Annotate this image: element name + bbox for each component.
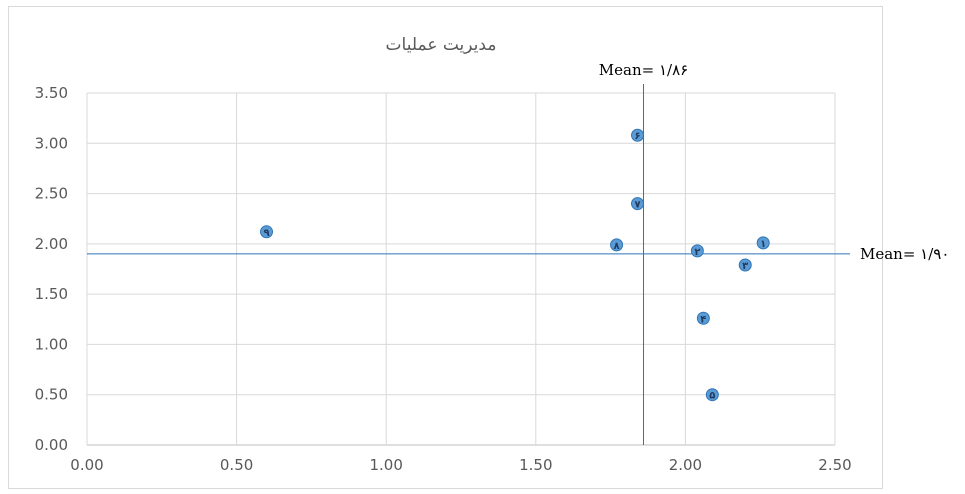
y-tick-label: 1.50 [35, 285, 68, 303]
data-point-marker [696, 311, 710, 325]
y-tick-label: 3.00 [35, 134, 68, 152]
data-point: ۳ [738, 258, 752, 272]
mean-x-label: Mean= ۱/۸۶ [599, 61, 688, 79]
data-point-marker [705, 388, 719, 402]
data-point: ۲ [690, 244, 704, 258]
data-point-label: ۸ [614, 241, 620, 252]
x-tick-label: 2.50 [818, 456, 851, 474]
data-point-marker [690, 244, 704, 258]
x-tick-label: 1.50 [519, 456, 552, 474]
y-tick-label: 2.50 [35, 185, 68, 203]
y-tick-label: 3.50 [35, 84, 68, 102]
chart-frame [8, 6, 883, 489]
data-point-label: ۴ [700, 314, 706, 325]
data-point: ۱ [756, 236, 770, 250]
y-tick-label: 2.00 [35, 235, 68, 253]
data-point-label: ۶ [634, 131, 640, 142]
data-point-label: ۷ [634, 200, 640, 211]
x-tick-label: 2.00 [669, 456, 702, 474]
data-point: ۹ [260, 225, 274, 239]
y-tick-label: 1.00 [35, 335, 68, 353]
data-point-label: ۹ [263, 228, 269, 239]
data-point-marker [631, 128, 645, 142]
x-tick-label: 0.50 [220, 456, 253, 474]
data-point-marker [756, 236, 770, 250]
x-tick-label: 0.00 [70, 456, 103, 474]
x-tick-label: 1.00 [369, 456, 402, 474]
data-point: ۶ [631, 128, 645, 142]
data-point-label: ۱ [760, 239, 766, 250]
data-point-label: ۲ [694, 247, 700, 258]
data-point: ۷ [631, 197, 645, 211]
mean-y-label: Mean= ۱/۹۰ [860, 245, 949, 263]
data-point-marker [738, 258, 752, 272]
y-tick-label: 0.50 [35, 386, 68, 404]
chart-title: مدیریت عملیات [386, 35, 497, 55]
data-point-marker [610, 238, 624, 252]
data-point: ۴ [696, 311, 710, 325]
grid-layer [86, 92, 836, 446]
data-point-label: ۵ [709, 391, 715, 402]
data-points: ۱ ۲ ۳ ۴ ۵ ۶ ۷ ۸ ۹ [260, 128, 770, 402]
data-point: ۵ [705, 388, 719, 402]
y-tick-label: 0.00 [35, 436, 68, 454]
data-point-marker [260, 225, 274, 239]
mean-lines: Mean= ۱/۸۶ Mean= ۱/۹۰ [87, 61, 949, 445]
data-point-marker [631, 197, 645, 211]
data-point-label: ۳ [742, 261, 748, 272]
axis-layer: 0.00 0.50 1.00 1.50 2.00 2.50 3.00 3.50 0.00 0.50… [35, 84, 852, 474]
data-point: ۸ [610, 238, 624, 252]
